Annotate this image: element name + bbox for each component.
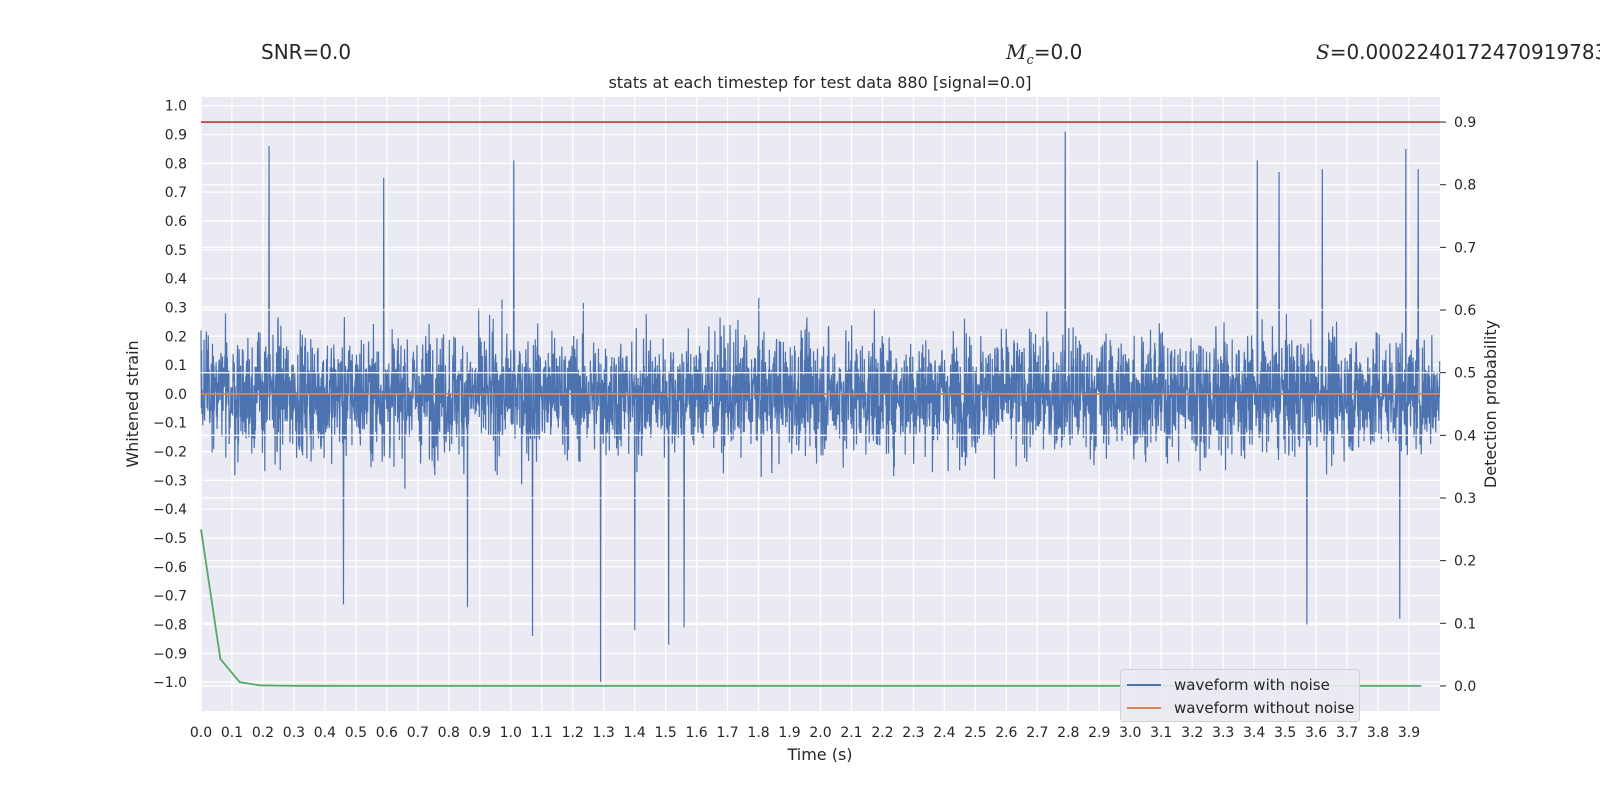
x-tick-label: 0.9 [469, 725, 491, 741]
x-tick-label: 1.5 [654, 725, 676, 741]
x-tick-label: 0.3 [283, 725, 305, 741]
y-tick-label: 0.3 [165, 300, 187, 316]
legend: waveform with noise waveform without noi… [1120, 669, 1360, 722]
y-tick-label: −1.0 [153, 675, 187, 691]
y-tick-label: 1.0 [165, 99, 187, 115]
y-tick-label: −0.1 [153, 416, 187, 432]
y-right-tick-label: 0.7 [1454, 240, 1476, 256]
x-tick-label: 3.4 [1243, 725, 1265, 741]
y-right-tick-label: 0.2 [1454, 554, 1476, 570]
legend-entry-with-noise: waveform with noise [1127, 675, 1330, 695]
x-tick-label: 1.2 [562, 725, 584, 741]
y-axis-right-label: Detection probability [1481, 320, 1500, 488]
y-tick-label: −0.6 [153, 560, 187, 576]
x-tick-label: 2.0 [809, 725, 831, 741]
x-tick-label: 2.6 [995, 725, 1017, 741]
x-tick-label: 3.5 [1274, 725, 1296, 741]
chirp-mass-annotation: Mc=0.0 [1006, 40, 1082, 68]
x-tick-label: 2.4 [933, 725, 955, 741]
y-tick-label: −0.7 [153, 589, 187, 605]
y-tick-label: −0.9 [153, 646, 187, 662]
s-annotation: S=0.00022401724709197836 [1316, 40, 1600, 64]
legend-swatch-without-noise [1127, 707, 1161, 709]
y-right-tick-label: 0.3 [1454, 491, 1476, 507]
y-tick-label: 0.5 [165, 243, 187, 259]
y-right-tick-label: 0.1 [1454, 616, 1476, 632]
x-tick-label: 1.8 [747, 725, 769, 741]
tick-labels: 0.0 0.1 0.2 0.3 0.4 0.5 0.6 0.7 0.8 0.9 1.0 1.1 1.2 1… [153, 99, 1476, 741]
x-tick-label: 2.1 [840, 725, 862, 741]
x-tick-label: 2.5 [964, 725, 986, 741]
snr-annotation: SNR=0.0 [261, 40, 351, 64]
x-tick-label: 2.2 [871, 725, 893, 741]
x-tick-label: 3.7 [1336, 725, 1358, 741]
x-tick-label: 2.8 [1057, 725, 1079, 741]
legend-entry-without-noise: waveform without noise [1127, 698, 1354, 718]
x-tick-label: 3.6 [1305, 725, 1327, 741]
mc-value: =0.0 [1033, 40, 1083, 64]
y-tick-label: 0.0 [165, 387, 187, 403]
x-tick-label: 2.3 [902, 725, 924, 741]
detection-probability-line [200, 529, 1422, 687]
x-tick-label: 1.4 [624, 725, 646, 741]
y-tick-label: 0.9 [165, 127, 187, 143]
y-right-tick-label: 0.9 [1454, 115, 1476, 131]
x-tick-label: 3.3 [1212, 725, 1234, 741]
y-right-tick-label: 0.0 [1454, 679, 1476, 695]
x-tick-label: 3.0 [1119, 725, 1141, 741]
x-tick-label: 2.7 [1026, 725, 1048, 741]
y-tick-label: 0.4 [165, 272, 187, 288]
x-tick-label: 1.6 [685, 725, 707, 741]
x-tick-label: 2.9 [1088, 725, 1110, 741]
y-tick-label: 0.1 [165, 358, 187, 374]
x-tick-label: 0.7 [407, 725, 429, 741]
legend-swatch-with-noise [1127, 684, 1161, 686]
x-tick-label: 0.5 [345, 725, 367, 741]
y-tick-label: −0.2 [153, 445, 187, 461]
x-axis-label: Time (s) [786, 745, 852, 764]
series-layer [200, 121, 1441, 687]
x-tick-label: 1.9 [778, 725, 800, 741]
y-tick-label: 0.8 [165, 156, 187, 172]
mc-symbol: M [1006, 40, 1027, 64]
snr-value: 0.0 [319, 40, 352, 64]
y-tick-label: 0.2 [165, 329, 187, 345]
x-tick-label: 1.1 [531, 725, 553, 741]
legend-label-with-noise: waveform with noise [1174, 676, 1330, 694]
y-right-tick-label: 0.4 [1454, 428, 1476, 444]
s-value: =0.00022401724709197836 [1329, 40, 1600, 64]
y-right-tick-label: 0.6 [1454, 303, 1476, 319]
x-tick-label: 1.7 [716, 725, 738, 741]
y-tick-label: −0.5 [153, 531, 187, 547]
waveform-with-noise-line [200, 131, 1441, 683]
x-tick-label: 0.8 [438, 725, 460, 741]
mc-subscript: c [1026, 53, 1034, 68]
x-tick-label: 1.3 [593, 725, 615, 741]
x-tick-label: 3.2 [1181, 725, 1203, 741]
y-tick-label: −0.8 [153, 618, 187, 634]
x-tick-label: 3.9 [1398, 725, 1420, 741]
x-tick-label: 1.0 [500, 725, 522, 741]
y-tick-label: 0.6 [165, 214, 187, 230]
x-tick-label: 3.1 [1150, 725, 1172, 741]
x-tick-label: 3.8 [1367, 725, 1389, 741]
x-tick-label: 0.1 [221, 725, 243, 741]
s-symbol: S [1316, 40, 1330, 64]
chart-title: stats at each timestep for test data 880… [608, 73, 1031, 92]
y-right-tick-label: 0.8 [1454, 178, 1476, 194]
snr-label: SNR= [261, 40, 320, 64]
x-tick-label: 0.0 [190, 725, 212, 741]
x-tick-label: 0.2 [252, 725, 274, 741]
y-axis-label: Whitened strain [123, 340, 142, 467]
x-tick-label: 0.6 [376, 725, 398, 741]
y-tick-label: −0.4 [153, 502, 187, 518]
y-tick-label: 0.7 [165, 185, 187, 201]
y-right-tick-label: 0.5 [1454, 366, 1476, 382]
y-tick-label: −0.3 [153, 473, 187, 489]
legend-label-without-noise: waveform without noise [1174, 699, 1355, 717]
x-tick-label: 0.4 [314, 725, 336, 741]
